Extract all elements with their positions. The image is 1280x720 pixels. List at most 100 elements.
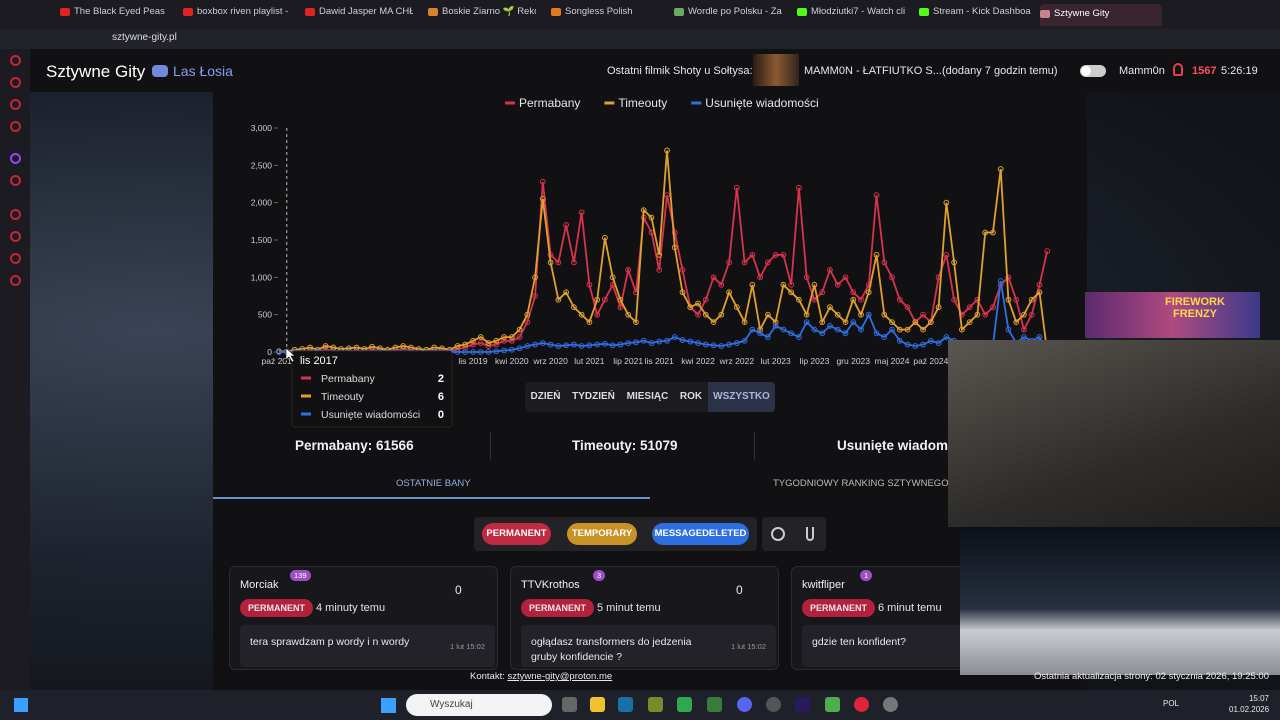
url[interactable]: sztywne-gity.pl [112,32,177,43]
browser-tab[interactable]: Sztywne Gity [1040,4,1162,26]
message-text: ogłądasz transformers do jedzenia gruby … [531,636,692,663]
tab-title: Sztywne Gity [1054,8,1110,19]
range-button[interactable]: MIESIĄC [621,382,674,412]
theme-toggle[interactable] [1080,65,1106,77]
site-title[interactable]: Sztywne Gity [46,62,146,81]
sidebar-icon[interactable] [10,55,21,66]
sidebar-icon[interactable] [10,99,21,110]
card-badge: 139 [290,570,311,581]
video-overlay [960,527,1280,675]
range-button[interactable]: ROK [674,382,708,412]
card-date: 1 lut 15:02 [449,642,485,651]
taskbar-icon[interactable] [618,697,633,712]
filter-button[interactable]: PERMANENT [482,523,551,545]
browser-tab[interactable]: Dawid Jasper MA CHŁOP [305,6,413,24]
start-button[interactable] [14,698,28,712]
taskbar-icon[interactable] [825,697,840,712]
browser-tab[interactable]: Wordle po Polsku - Zagr [674,6,782,24]
site-header: Sztywne Gity Las Łosia Ostatni filmik Sh… [30,49,1280,92]
browser-tab[interactable]: Boskie Ziarno 🌱 Rekord [428,6,536,24]
range-button[interactable]: DZIEŃ [525,382,566,412]
sidebar-icon[interactable] [10,77,21,88]
sidebar-icon[interactable] [10,209,21,220]
range-button[interactable]: WSZYSTKO [708,382,775,412]
browser-tab[interactable]: Stream - Kick Dashboard [919,6,1031,24]
card-type: PERMANENT [521,599,595,617]
card-type: PERMANENT [240,599,314,617]
divider [490,432,491,460]
tab-indicator [213,497,650,499]
taskbar-icon[interactable] [766,697,781,712]
taskbar-icon[interactable] [737,697,752,712]
divider [754,432,755,460]
footer-contact: Kontakt: sztywne-gity@proton.me [470,671,612,682]
tab[interactable]: TYGODNIOWY RANKING SZTYWNEGO G [773,478,959,489]
latest-video-title[interactable]: MAMM0N - ŁATFIUTKO S... [804,65,942,77]
taskbar-icon[interactable] [562,697,577,712]
sidebar-icon[interactable] [10,121,21,132]
date: 01.02.2026 [1229,705,1270,714]
browser-tab[interactable]: Songless Polish [551,6,659,24]
taskbar-icon[interactable] [648,697,663,712]
stat: Permabany: 61566 [295,438,414,453]
tab-title: Songless Polish [565,6,633,17]
sidebar-icon[interactable] [10,153,21,164]
taskbar-icon[interactable] [795,697,810,712]
taskbar: Wyszukaj POL 15:07 01.02.2026 [0,690,1280,720]
taskbar-icon[interactable] [707,697,722,712]
clock-icon[interactable] [771,527,785,541]
tab-title: Stream - Kick Dashboard [933,6,1031,17]
sidebar-icon[interactable] [10,275,21,286]
tab-title: Boskie Ziarno 🌱 Rekord [442,6,536,17]
taskbar-icon[interactable] [883,697,898,712]
card-badge: 1 [860,570,873,581]
sidebar-icon[interactable] [10,231,21,242]
card-user: Morciak [240,579,279,591]
windows-logo[interactable] [381,698,396,713]
ban-card[interactable]: Morciak 139 0 PERMANENT 4 minuty temu te… [229,566,498,670]
contact-label: Kontakt: [470,671,505,682]
filter-button[interactable]: MESSAGEDELETED [652,523,749,545]
webcam-overlay [948,340,1280,527]
tab-title: Dawid Jasper MA CHŁOP [319,6,413,17]
browser-sidebar [0,49,30,690]
latest-video-label: Ostatni filmik Shoty u Sołtysa: [607,65,753,77]
contact-email[interactable]: sztywne-gity@proton.me [507,671,613,682]
card-count: 0 [736,583,743,597]
browser-tab[interactable]: boxbox riven playlist - Yo [183,6,291,24]
sidebar-icon[interactable] [10,253,21,264]
browser-tab[interactable]: Młodziutki7 - Watch clip [797,6,905,24]
card-date: 1 lut 15:02 [730,642,766,651]
card-age: 4 minuty temu [316,602,386,614]
card-count: 0 [455,583,462,597]
ban-card[interactable]: kwitfliper 1 PERMANENT 6 minut temu gdzi… [791,566,1057,670]
clock[interactable]: 15:07 01.02.2026 [1229,694,1269,714]
discord-icon [152,65,168,77]
video-thumbnail[interactable] [753,54,799,86]
tab-title: Młodziutki7 - Watch clip [811,6,905,17]
range-button[interactable]: TYDZIEŃ [566,382,621,412]
taskbar-icon[interactable] [854,697,869,712]
card-message: tera sprawdzam p wordy i n wordy 1 lut 15… [240,625,495,667]
taskbar-icon[interactable] [677,697,692,712]
card-user: kwitfliper [802,579,845,591]
ban-card[interactable]: TTVKrothos 3 0 PERMANENT 5 minut temu og… [510,566,779,670]
tab-title: The Black Eyed Peas [74,6,165,17]
tab[interactable]: OSTATNIE BANY [396,478,471,489]
sidebar-icon[interactable] [10,175,21,186]
taskbar-icon[interactable] [590,697,605,712]
filter-button[interactable]: TEMPORARY [567,523,637,545]
message-text: tera sprawdzam p wordy i n wordy [250,636,410,648]
user-icon [1173,63,1183,76]
search-box[interactable]: Wyszukaj [406,694,552,716]
clock: 5:26:19 [1221,65,1258,77]
discord-link[interactable]: Las Łosia [173,63,233,79]
wheelchair-icon[interactable] [806,527,814,541]
language[interactable]: POL [1163,699,1180,708]
points: 1567 [1192,65,1217,77]
stream-banner: FIREWORK FRENZY [1085,292,1260,338]
card-type: PERMANENT [802,599,876,617]
username[interactable]: Mamm0n [1119,65,1165,77]
browser-tab[interactable]: The Black Eyed Peas [60,6,168,24]
